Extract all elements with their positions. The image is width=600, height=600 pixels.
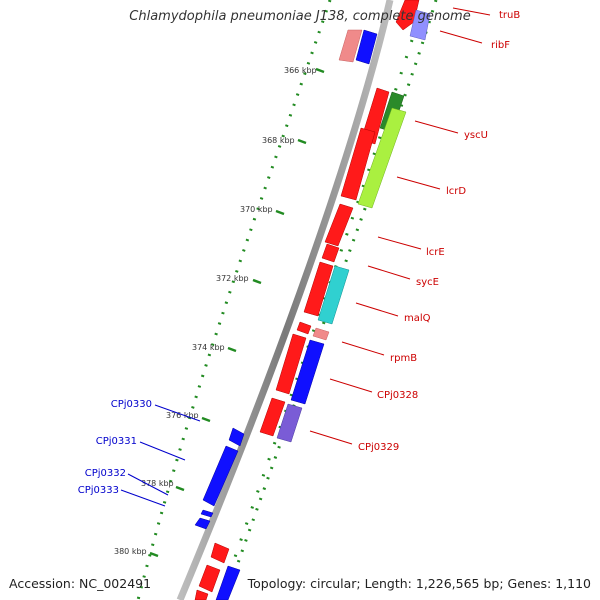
gene-arrow-top-lavender[interactable]: [409, 9, 431, 41]
left-label-callouts: CPj0330 CPj0331 CPj0332 CPj0333: [78, 399, 201, 507]
tick-mark-380: 380 kbp: [114, 547, 159, 558]
gene-arrow-lcrD[interactable]: [340, 127, 376, 201]
gene-arrow-lcrD-lime[interactable]: [357, 107, 407, 209]
gene-arrow-malQ-cyan[interactable]: [317, 265, 350, 325]
genome-backbone: [176, 0, 394, 600]
gene-arrow-ribF-blue[interactable]: [355, 29, 378, 65]
gene-arrow-CPj0331[interactable]: [202, 445, 239, 507]
gene-label-yscU[interactable]: yscU: [464, 130, 488, 141]
tick-label-366: 366 kbp: [284, 66, 317, 75]
gene-arrow-bottom-1[interactable]: [210, 542, 230, 564]
gene-arrow-bottom-2[interactable]: [198, 564, 221, 593]
tick-label-376: 376 kbp: [166, 411, 199, 420]
forward-strand-genes: [194, 0, 420, 600]
tick-mark-368: 368 kbp: [262, 136, 307, 145]
gene-arrow-rpmB[interactable]: [296, 321, 312, 335]
gene-label-CPj0331[interactable]: CPj0331: [96, 436, 137, 447]
genome-title: Chlamydophila pneumoniae J138, complete …: [129, 9, 471, 24]
tick-label-370: 370 kbp: [240, 205, 273, 214]
gene-arrow-bottom-3[interactable]: [194, 589, 209, 600]
gene-arrow-CPj0329-purple[interactable]: [276, 403, 303, 443]
gene-label-ribF[interactable]: ribF: [491, 40, 510, 51]
gene-arrow-rpmB-pink[interactable]: [312, 327, 330, 341]
tick-mark-376: 376 kbp: [166, 411, 211, 423]
gene-label-truB[interactable]: truB: [499, 10, 520, 21]
gene-arrow-malQ[interactable]: [303, 261, 334, 317]
gene-arrow-CPj0328[interactable]: [275, 333, 307, 395]
tick-mark-372: 372 kbp: [216, 274, 262, 285]
gene-arrow-sycE[interactable]: [321, 243, 340, 263]
gene-arrow-bottom-blue-1[interactable]: [215, 565, 241, 600]
tick-label-374: 374 kbp: [192, 343, 225, 352]
gene-label-lcrE[interactable]: lcrE: [426, 247, 445, 258]
gene-arrow-lcrE[interactable]: [324, 203, 354, 247]
gene-arrow-CPj0328-blue[interactable]: [290, 339, 325, 405]
accession-text: Accession: NC_002491: [9, 576, 152, 591]
tick-mark-378: 378 kbp: [141, 479, 185, 492]
tick-mark-370: 370 kbp: [240, 205, 285, 216]
tick-label-368: 368 kbp: [262, 136, 295, 145]
gene-label-CPj0332[interactable]: CPj0332: [85, 468, 126, 479]
gene-label-malQ[interactable]: malQ: [404, 313, 431, 324]
gene-arrow-truB-pink[interactable]: [338, 29, 363, 63]
gene-arrow-CPj0330[interactable]: [228, 427, 245, 447]
gene-arrow-CPj0329[interactable]: [259, 397, 286, 437]
gene-label-CPj0330[interactable]: CPj0330: [111, 399, 152, 410]
tick-label-378: 378 kbp: [141, 479, 174, 488]
tick-mark-374: 374 kbp: [192, 343, 237, 353]
tick-mark-366: 366 kbp: [284, 66, 325, 75]
tick-label-372: 372 kbp: [216, 274, 249, 283]
gene-label-CPj0333[interactable]: CPj0333: [78, 485, 119, 496]
gene-label-lcrD[interactable]: lcrD: [446, 186, 466, 197]
gene-label-sycE[interactable]: sycE: [416, 277, 439, 288]
tick-label-380: 380 kbp: [114, 547, 147, 556]
gene-label-CPj0328[interactable]: CPj0328: [377, 390, 418, 401]
gene-label-rpmB[interactable]: rpmB: [390, 353, 417, 364]
right-label-callouts: truB ribF yscU lcrD lcrE sycE malQ rpmB …: [309, 7, 520, 453]
reverse-strand-genes: [194, 9, 431, 600]
gene-label-CPj0329[interactable]: CPj0329: [358, 442, 399, 453]
gene-arrow-CPj0332[interactable]: [200, 509, 214, 518]
genome-summary-text: Topology: circular; Length: 1,226,565 bp…: [247, 576, 591, 591]
gene-arrow-CPj0333[interactable]: [194, 517, 211, 530]
